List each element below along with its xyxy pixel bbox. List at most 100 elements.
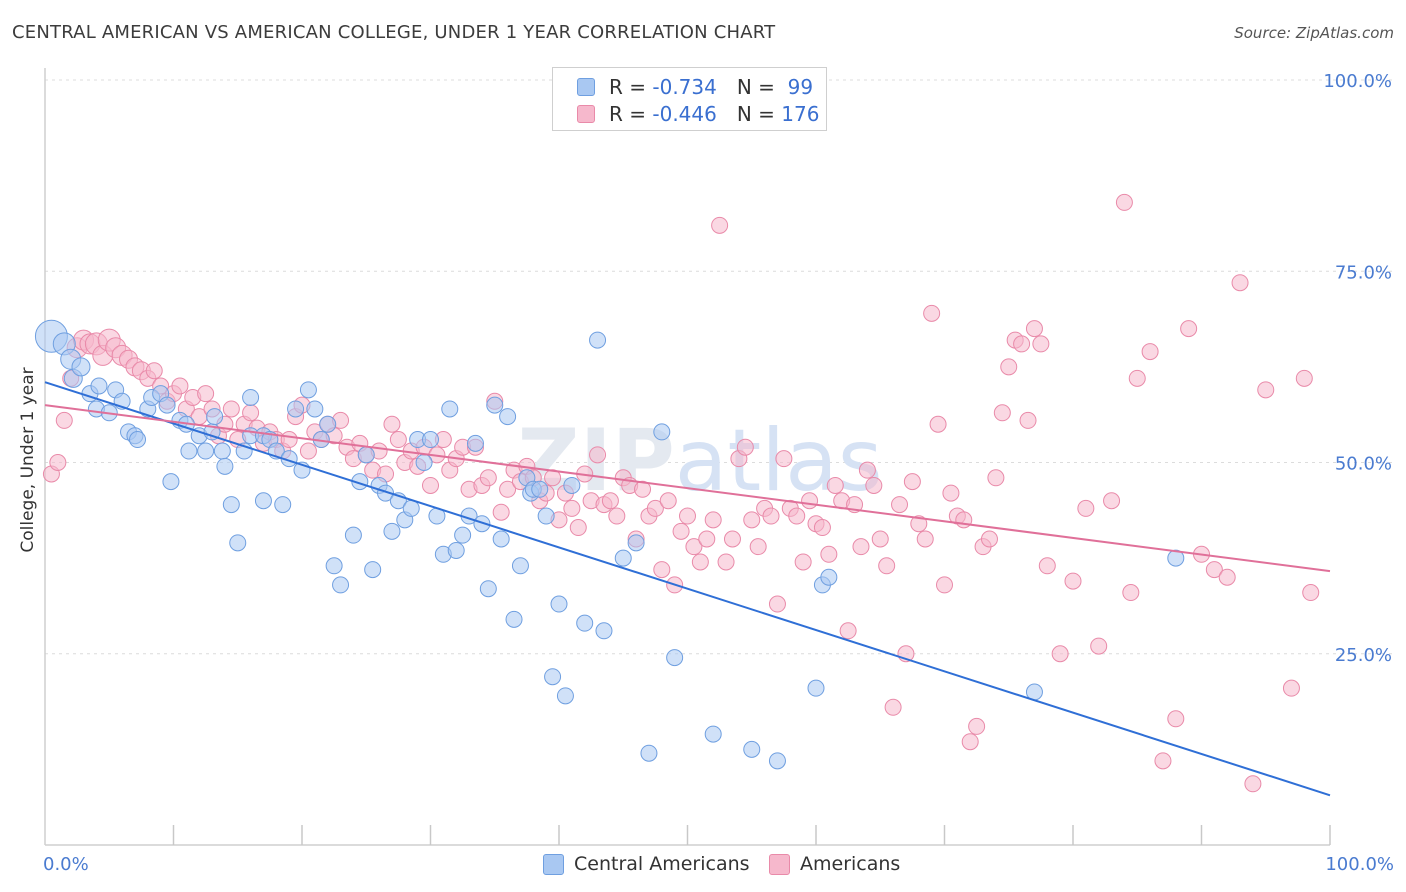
- point-american: [145, 362, 163, 380]
- point-american: [839, 622, 857, 640]
- point-american: [1231, 274, 1249, 292]
- point-american: [768, 595, 786, 613]
- point-american: [1167, 710, 1185, 728]
- point-american: [698, 530, 716, 548]
- point-american: [242, 404, 260, 422]
- point-central-american: [492, 530, 510, 548]
- point-american: [711, 216, 729, 234]
- x-tick-label: 0.0%: [43, 854, 89, 875]
- point-central-american: [90, 377, 108, 395]
- tick-labels: 100.0% 75.0% 50.0% 25.0% 0.0% 100.0%: [43, 71, 1394, 875]
- point-central-american: [377, 484, 395, 502]
- legend-item-americans[interactable]: Americans: [769, 852, 900, 876]
- point-american: [878, 557, 896, 575]
- point-american: [1122, 584, 1140, 602]
- watermark: ZIPatlas: [517, 411, 882, 511]
- y-tick-label: 25.0%: [1335, 645, 1392, 666]
- series-americans: [42, 193, 1320, 793]
- point-central-american: [206, 408, 224, 426]
- point-american: [871, 530, 889, 548]
- point-american: [672, 522, 690, 540]
- point-american: [942, 484, 960, 502]
- point-american: [589, 446, 607, 464]
- point-american: [1141, 343, 1159, 361]
- point-american: [55, 411, 73, 429]
- point-american: [499, 480, 517, 498]
- point-american: [1295, 369, 1313, 387]
- point-american: [1218, 568, 1236, 586]
- point-central-american: [180, 442, 198, 460]
- r-value: -0.734: [652, 75, 717, 99]
- point-central-american: [653, 423, 671, 441]
- point-central-american: [640, 744, 658, 762]
- point-american: [961, 733, 979, 751]
- point-american: [653, 561, 671, 579]
- point-american: [923, 304, 941, 322]
- pink-swatch-icon: [577, 105, 595, 123]
- point-central-american: [299, 381, 317, 399]
- point-american: [704, 511, 722, 529]
- point-american: [389, 431, 407, 449]
- point-american: [980, 530, 998, 548]
- point-american: [929, 415, 947, 433]
- point-american: [723, 530, 741, 548]
- x-tick-label: 100.0%: [1325, 854, 1394, 875]
- point-american: [826, 476, 844, 494]
- point-american: [197, 385, 215, 403]
- point-american: [903, 473, 921, 491]
- point-american: [788, 507, 806, 525]
- point-central-american: [274, 496, 292, 514]
- point-american: [743, 511, 761, 529]
- gridlines: [45, 79, 1392, 655]
- point-central-american: [627, 534, 645, 552]
- point-central-american: [589, 331, 607, 349]
- point-american: [736, 438, 754, 456]
- legend-item-central-americans[interactable]: Central Americans: [543, 852, 750, 876]
- point-american: [1128, 369, 1146, 387]
- point-american: [936, 576, 953, 594]
- point-american: [646, 499, 664, 517]
- point-american: [1038, 557, 1056, 575]
- point-american: [299, 442, 317, 460]
- point-central-american: [544, 668, 562, 686]
- point-central-american: [229, 534, 247, 552]
- point-american: [820, 545, 838, 563]
- point-american: [916, 530, 934, 548]
- point-american: [383, 415, 401, 433]
- point-central-american: [666, 649, 684, 667]
- point-american: [479, 469, 497, 487]
- point-central-american: [531, 480, 549, 498]
- point-central-american: [344, 526, 362, 544]
- point-central-american: [614, 549, 632, 567]
- point-central-american: [287, 400, 305, 418]
- point-american: [1180, 320, 1198, 338]
- point-central-american: [332, 576, 350, 594]
- point-american: [222, 400, 240, 418]
- point-american: [1032, 335, 1050, 353]
- point-central-american: [364, 561, 382, 579]
- point-central-american: [499, 408, 517, 426]
- point-american: [1090, 637, 1108, 655]
- point-central-american: [486, 396, 504, 414]
- point-american: [884, 698, 902, 716]
- point-american: [1103, 492, 1121, 510]
- point-american: [492, 503, 510, 521]
- point-american: [280, 431, 298, 449]
- point-central-american: [158, 396, 176, 414]
- point-central-american: [254, 492, 272, 510]
- point-central-american: [454, 526, 472, 544]
- point-american: [910, 515, 928, 533]
- point-american: [685, 538, 703, 556]
- axes: [44, 68, 1331, 846]
- point-american: [987, 469, 1005, 487]
- point-central-american: [473, 515, 491, 533]
- n-value: 99: [787, 75, 814, 99]
- point-american: [1064, 572, 1082, 590]
- point-american: [891, 496, 909, 514]
- point-central-american: [768, 752, 786, 770]
- point-american: [608, 507, 626, 525]
- point-american: [171, 377, 189, 395]
- point-central-american: [595, 622, 613, 640]
- y-axis-label: College, Under 1 year: [18, 367, 38, 553]
- point-central-american: [447, 541, 465, 559]
